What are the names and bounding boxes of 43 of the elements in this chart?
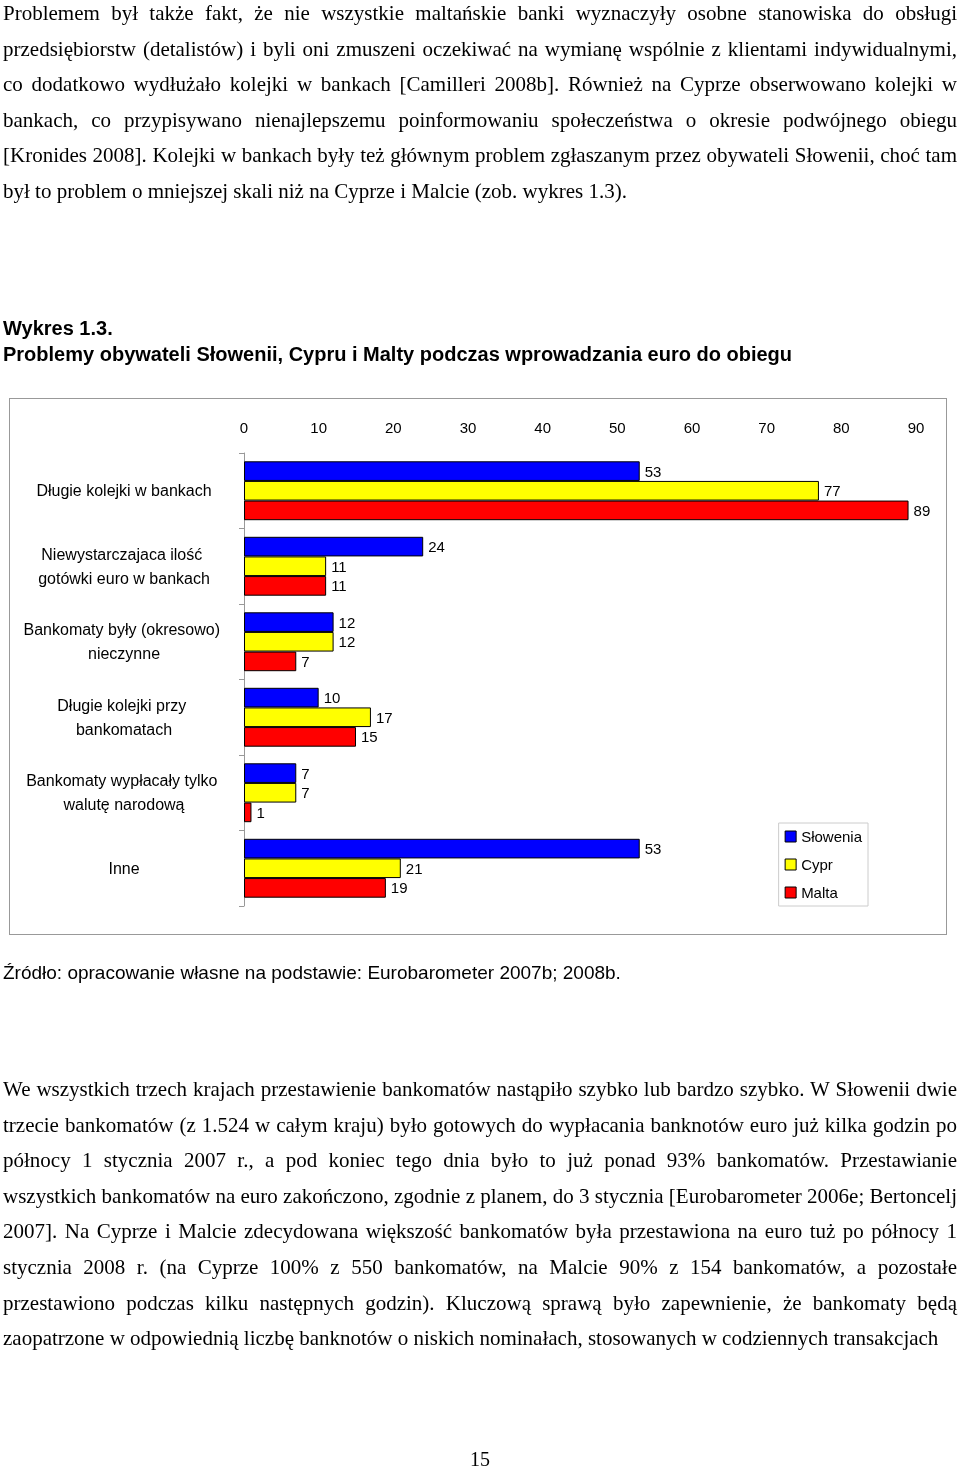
x-tick-label: 30 xyxy=(459,419,477,436)
text: Problemem był także fakt, że nie wszystkie maltańskie banki wyznaczyły osobne stanowiska do obsługi przedsiębiorstw (detalistów) i byli oni zmuszeni oczekiwać na wymianę wspólnie z klientami indywidualnymi, co dodatkowo wydłużało kolejki w bankach [Camilleri 2008b]. Również na Cyprze obserwowano kolejki w bankach, co przypisywano nienajlepszemu poinformowaniu społeczeństwa o okresie podwójnego obiegu [Kronides 2008]. Kolejki w bankach były też głównym problem zgłaszanym przez obywateli Słowenii, choć tam był to problem o mniejszej skali niż na Cyprze i Malcie (zob. wykres 1.3). xyxy=(3,0,957,205)
legend-label: Malta xyxy=(801,884,839,901)
data-label: 7 xyxy=(301,652,310,670)
data-label: 19 xyxy=(390,879,408,897)
data-label: 10 xyxy=(323,689,341,707)
chart-subtitle: Problemy obywateli Słowenii, Cypru i Malty podczas wprowadzania euro do obiegu xyxy=(3,342,793,367)
data-label: 11 xyxy=(331,557,347,575)
data-label: 21 xyxy=(405,859,423,877)
x-tick-label: 60 xyxy=(683,419,701,436)
data-label: 53 xyxy=(644,462,662,480)
data-label: 15 xyxy=(361,728,378,746)
data-label: 53 xyxy=(644,840,662,858)
x-tick-label: 40 xyxy=(534,419,552,436)
x-tick-label: 70 xyxy=(758,419,776,436)
y-tick-label: Niewystarczajaca ilość gotówki euro w bankach xyxy=(38,545,210,587)
y-tick-label: Inne xyxy=(108,859,140,877)
x-tick-label: 0 xyxy=(239,419,249,436)
data-label: 89 xyxy=(913,501,931,519)
x-tick-label: 10 xyxy=(310,419,328,436)
y-tick-label: Długie kolejki w bankach xyxy=(36,482,212,500)
legend-label: Cypr xyxy=(801,856,833,873)
y-tick-label: Bankomaty były (okresowo) nieczynne xyxy=(23,621,225,663)
data-label: 12 xyxy=(338,633,356,651)
legend-label: Słowenia xyxy=(801,828,863,845)
text: Źródło: opracowanie własne na podstawie: Eurobarometer 2007b; 2008b. xyxy=(3,962,621,984)
data-label: 1 xyxy=(256,803,265,821)
text: Wykres 1.3. xyxy=(3,316,114,341)
text: We wszystkich trzech krajach przestawienie bankomatów nastąpiło szybko lub bardzo szybko. W Słowenii dwie trzecie bankomatów (z 1.524 w całym kraju) było gotowych do wypłacania banknotów euro już kilka godzin po północy 1 stycznia 2007 r., a pod koniec tego dnia było to już ponad 93% bankomatów. Przestawianie wszystkich bankomatów na euro zakończono, zgodnie z planem, do 3 stycznia [Eurobarometer 2006e; Bertoncelj 2007]. Na Cyprze i Malcie zdecydowana większość bankomatów była przestawiona na euro tuż po północy 1 stycznia 2008 r. (na Cyprze 100% z 550 bankomatów, na Malcie 90% z 154 bankomatów, a pozostałe przestawiono podczas kilku następnych godzin). Kluczową sprawą było zapewnienie, że bankomaty będą zaopatrzone w odpowiednią liczbę banknotów o niskich nominałach, stosowanych w codziennych transakcjach xyxy=(3,1076,957,1353)
data-label: 17 xyxy=(375,708,393,726)
data-label: 24 xyxy=(428,538,445,556)
x-tick-label: 90 xyxy=(907,419,925,436)
data-label: 7 xyxy=(301,764,310,782)
data-label: 77 xyxy=(823,482,841,500)
data-label: 7 xyxy=(301,784,310,802)
x-tick-label: 80 xyxy=(832,419,850,436)
data-label: 11 xyxy=(331,577,347,595)
y-tick-label: Długie kolejki przy bankomatach xyxy=(57,696,191,738)
x-tick-label: 20 xyxy=(384,419,402,436)
data-label: 12 xyxy=(338,613,356,631)
x-tick-label: 50 xyxy=(608,419,626,436)
text: 15 xyxy=(469,1448,491,1471)
y-tick-label: Bankomaty wypłacały tylko walutę narodową xyxy=(26,772,222,814)
